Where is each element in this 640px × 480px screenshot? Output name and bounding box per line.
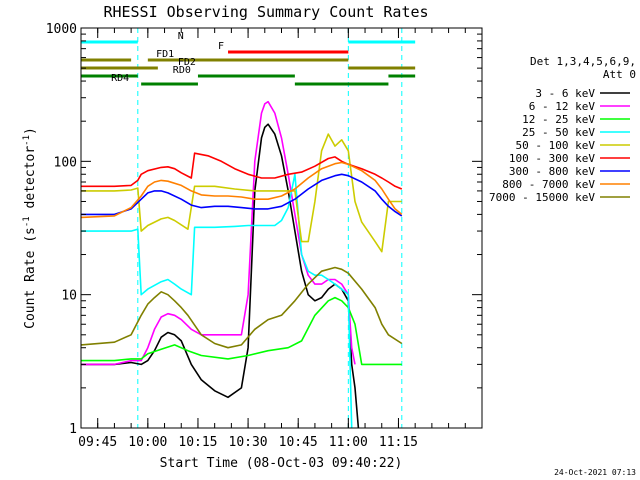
status-bar-label-rd0: RD0 (173, 65, 191, 76)
axes: 1 10 100 1000 09:45 10:00 10:15 10:30 10:45 11:00… (46, 22, 483, 450)
series-line-3 (81, 173, 353, 429)
legend-label-0: 3 - 6 keV (535, 87, 595, 100)
legend-label-7: 800 - 7000 keV (502, 178, 595, 191)
status-bar-label-fd1: FD1 (156, 49, 174, 60)
series-line-8 (80, 266, 403, 349)
series-lines (80, 100, 403, 429)
status-bar-label-fd2: FD2 (178, 57, 196, 68)
legend-label-2: 12 - 25 keV (522, 113, 595, 126)
series-line-1 (81, 100, 356, 366)
status-bar-label-f: F (218, 41, 224, 52)
plot-area (137, 28, 403, 428)
x-tick-label: 11:00 (329, 435, 368, 450)
x-tick-label: 09:45 (78, 435, 117, 450)
y-tick-label: 1 (69, 422, 77, 437)
y-axis-label: Count Rate (s-1 detector-1) (22, 127, 38, 329)
status-bar-label-rd4: RD4 (111, 73, 129, 84)
timestamp: 24-Oct-2021 07:13 (554, 468, 636, 477)
legend-label-3: 25 - 50 keV (522, 126, 595, 139)
series-line-7 (80, 161, 403, 219)
legend-label-5: 100 - 300 keV (509, 152, 595, 165)
y-tick-label: 100 (54, 155, 77, 170)
chart-title: RHESSI Observing Summary Count Rates (103, 3, 428, 21)
series-line-2 (81, 296, 402, 366)
legend-label-4: 50 - 100 keV (516, 139, 596, 152)
x-tick-label: 11:15 (379, 435, 418, 450)
x-tick-label: 10:15 (178, 435, 217, 450)
status-bar-label-n: N (178, 31, 184, 42)
legend-header-line-2: Att 0 (603, 68, 636, 81)
x-tick-label: 10:00 (128, 435, 167, 450)
legend-label-6: 300 - 800 keV (509, 165, 595, 178)
series-line-0 (81, 123, 360, 429)
legend-label-1: 6 - 12 keV (529, 100, 596, 113)
legend-header-line-1: Det 1,3,4,5,6,9, (530, 55, 636, 68)
series-line-5 (81, 152, 403, 190)
y-tick-label: 1000 (46, 22, 77, 37)
series-line-4 (81, 133, 402, 253)
series-line-6 (81, 173, 403, 217)
legend-label-8: 7000 - 15000 keV (489, 191, 595, 204)
x-axis-label: Start Time (08-Oct-03 09:40:22) (160, 456, 403, 471)
x-tick-label: 10:45 (279, 435, 318, 450)
x-tick-label: 10:30 (229, 435, 268, 450)
y-tick-label: 10 (61, 289, 77, 304)
